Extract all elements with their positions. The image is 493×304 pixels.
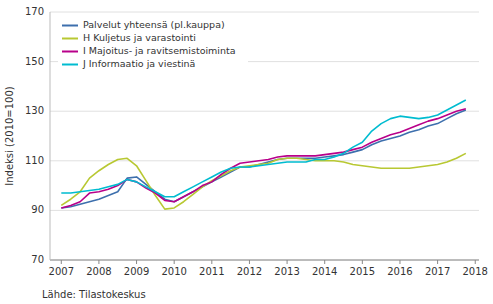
source-note: Lähde: Tilastokeskus <box>42 289 146 300</box>
legend-entry: J Informaatio ja viestinä <box>82 58 195 69</box>
legend-swatch <box>62 38 78 40</box>
series-line <box>61 109 466 208</box>
x-tick-label: 2008 <box>86 266 111 277</box>
grid-line <box>50 111 479 112</box>
x-tick <box>211 260 212 264</box>
x-tick <box>174 260 175 264</box>
grid-line <box>50 260 479 261</box>
legend-swatch <box>62 64 78 66</box>
x-tick-label: 2009 <box>124 266 149 277</box>
x-tick <box>98 260 99 264</box>
y-tick-label: 130 <box>25 105 44 116</box>
legend-swatch <box>62 51 78 53</box>
legend-swatch <box>62 25 78 27</box>
x-tick-label: 2011 <box>199 266 224 277</box>
series-lines <box>61 100 466 209</box>
legend-background <box>58 16 248 74</box>
chart: 70 90 110 130 150 170 2007 2008 2009 2010 2011 2012… <box>0 0 493 304</box>
x-tick <box>249 260 250 264</box>
legend-entry: Palvelut yhteensä (pl.kauppa) <box>83 19 225 30</box>
x-tick <box>136 260 137 264</box>
y-tick-label: 170 <box>25 6 44 17</box>
series-line <box>61 100 466 197</box>
y-tick-label: 90 <box>31 204 44 215</box>
y-axis-line <box>50 12 51 260</box>
x-tick-label: 2016 <box>387 266 412 277</box>
x-tick <box>287 260 288 264</box>
x-tick-label: 2014 <box>312 266 337 277</box>
page: {"chart_data": { "type": "line", "ylabel… <box>0 0 493 304</box>
x-tick-label: 2017 <box>425 266 450 277</box>
x-tick-label: 2018 <box>463 266 488 277</box>
y-tick-label: 70 <box>31 254 44 265</box>
x-tick <box>475 260 476 264</box>
x-tick-label: 2015 <box>350 266 375 277</box>
legend: Palvelut yhteensä (pl.kauppa) H Kuljetus … <box>58 16 248 74</box>
grid-line <box>50 12 479 13</box>
x-tick-label: 2013 <box>274 266 299 277</box>
x-tick-label: 2007 <box>49 266 74 277</box>
x-tick-label: 2010 <box>161 266 186 277</box>
x-tick <box>61 260 62 264</box>
y-tick-label: 110 <box>25 155 44 166</box>
y-axis-label: Indeksi (2010=100) <box>4 86 15 186</box>
y-tick-label: 150 <box>25 56 44 67</box>
x-tick <box>324 260 325 264</box>
legend-entry: H Kuljetus ja varastointi <box>83 32 196 43</box>
x-tick <box>399 260 400 264</box>
x-axis-line <box>50 260 479 261</box>
grid-line <box>50 210 479 211</box>
x-tick <box>362 260 363 264</box>
x-tick-label: 2012 <box>237 266 262 277</box>
x-tick <box>437 260 438 264</box>
legend-entry: I Majoitus- ja ravitsemistoiminta <box>83 45 236 56</box>
y-grid <box>50 12 479 260</box>
